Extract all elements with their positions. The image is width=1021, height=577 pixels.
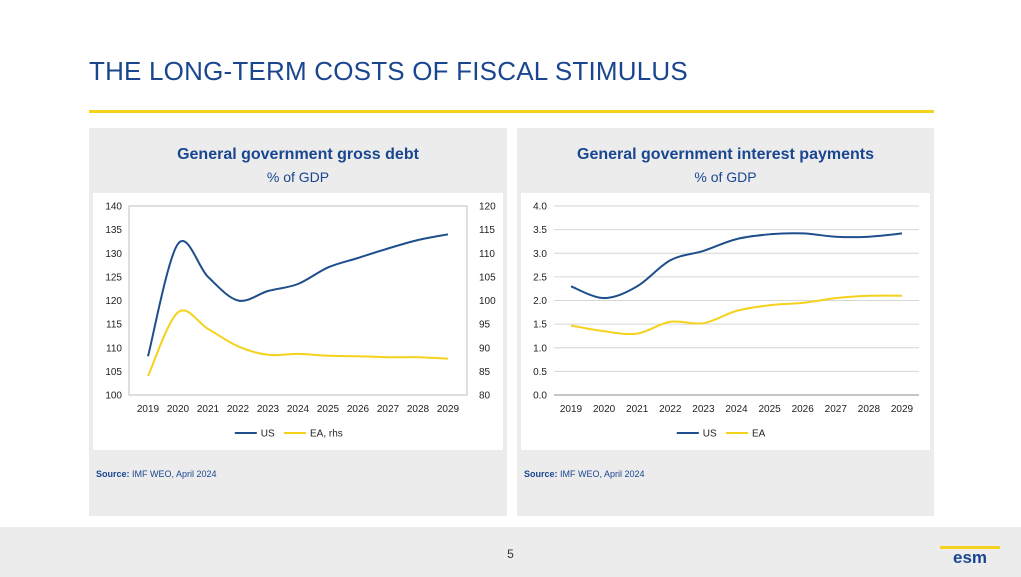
- x-tick-label: 2028: [858, 404, 881, 415]
- x-tick-label: 2021: [626, 404, 649, 415]
- plot-frame: [128, 205, 468, 396]
- interest-chart: 0.0 0.5 1.0 1.5 2.0 2.5 3.0 3.5 4.0 2019 2020 2021 2…: [533, 202, 919, 440]
- y-tick-label: 2.5: [533, 272, 547, 283]
- source-label: Source:: [524, 469, 558, 479]
- series-line-ea-rhs: [147, 309, 449, 377]
- legend-label-1: US: [703, 429, 717, 440]
- y-right-tick-label: 100: [479, 296, 496, 307]
- x-tick-label: 2023: [692, 404, 715, 415]
- y-tick-label: 3.0: [533, 249, 547, 260]
- y-left-tick-label: 125: [105, 272, 122, 283]
- interest-chart-area: 0.0 0.5 1.0 1.5 2.0 2.5 3.0 3.5 4.0 2019 2020 2021 2…: [521, 193, 930, 450]
- y-right-tick-label: 95: [479, 320, 491, 331]
- y-left-tick-label: 115: [106, 320, 122, 331]
- interest-chart-source: Source: IMF WEO, April 2024: [524, 469, 645, 479]
- source-text: IMF WEO, April 2024: [560, 469, 645, 479]
- debt-chart-panel: General government gross debt % of GDP 1…: [89, 128, 507, 516]
- y-left-tick-label: 120: [105, 296, 122, 307]
- interest-chart-subtitle: % of GDP: [694, 169, 757, 185]
- debt-chart: 100 105 110 115 120 125 130 135 140 80 85 90 95 100 10…: [105, 202, 496, 440]
- x-tick-label: 2021: [197, 404, 220, 415]
- y-right-tick-label: 120: [479, 202, 496, 213]
- y-right-tick-label: 80: [479, 391, 491, 402]
- x-tick-label: 2022: [659, 404, 682, 415]
- footer-bar: 5 esm: [0, 527, 1021, 577]
- y-tick-label: 0.0: [533, 391, 547, 402]
- y-right-tick-label: 105: [479, 272, 496, 283]
- page-number: 5: [507, 547, 514, 561]
- y-tick-label: 3.5: [533, 225, 547, 236]
- x-tick-label: 2019: [560, 404, 583, 415]
- page-title: THE LONG-TERM COSTS OF FISCAL STIMULUS: [89, 56, 688, 86]
- series-line-ea: [570, 294, 903, 336]
- legend-label-2: EA, rhs: [310, 429, 343, 440]
- esm-logo: esm: [940, 546, 1000, 565]
- y-right-tick-label: 115: [479, 225, 495, 236]
- source-label: Source:: [96, 469, 130, 479]
- x-tick-label: 2025: [317, 404, 340, 415]
- y-left-tick-label: 140: [105, 202, 122, 213]
- y-right-tick-label: 85: [479, 367, 491, 378]
- y-left-tick-label: 135: [105, 225, 122, 236]
- x-tick-label: 2024: [287, 404, 310, 415]
- y-tick-label: 0.5: [533, 367, 547, 378]
- interest-chart-title: General government interest payments: [577, 146, 874, 163]
- x-tick-label: 2022: [227, 404, 250, 415]
- series-line-us: [570, 232, 903, 300]
- interest-chart-panel: General government interest payments % o…: [517, 128, 934, 516]
- source-text: IMF WEO, April 2024: [132, 469, 217, 479]
- x-tick-label: 2029: [891, 404, 914, 415]
- x-tick-label: 2020: [593, 404, 616, 415]
- y-right-tick-label: 110: [479, 249, 495, 260]
- series-line-us: [147, 233, 449, 357]
- debt-chart-source: Source: IMF WEO, April 2024: [96, 469, 217, 479]
- debt-chart-subtitle: % of GDP: [266, 169, 330, 185]
- debt-chart-area: 100 105 110 115 120 125 130 135 140 80 85 90 95 100 10…: [93, 193, 503, 450]
- svg-text:esm: esm: [953, 548, 987, 565]
- y-left-tick-label: 105: [105, 367, 122, 378]
- y-tick-label: 1.5: [533, 320, 547, 331]
- x-tick-label: 2028: [407, 404, 430, 415]
- x-tick-label: 2027: [377, 404, 400, 415]
- y-left-tick-label: 100: [105, 391, 122, 402]
- title-underline: [89, 110, 934, 113]
- x-tick-label: 2026: [792, 404, 815, 415]
- x-tick-label: 2023: [257, 404, 280, 415]
- debt-chart-title: General government gross debt: [177, 146, 419, 163]
- x-tick-label: 2024: [725, 404, 748, 415]
- x-tick-label: 2025: [758, 404, 781, 415]
- y-tick-label: 4.0: [533, 202, 547, 213]
- x-tick-label: 2019: [137, 404, 160, 415]
- x-tick-label: 2027: [825, 404, 848, 415]
- legend-label-1: US: [261, 429, 275, 440]
- y-tick-label: 1.0: [533, 343, 547, 354]
- y-tick-label: 2.0: [533, 296, 547, 307]
- y-left-tick-label: 110: [106, 343, 122, 354]
- x-tick-label: 2020: [167, 404, 190, 415]
- y-right-tick-label: 90: [479, 343, 491, 354]
- legend-label-2: EA: [752, 429, 766, 440]
- y-left-tick-label: 130: [105, 249, 122, 260]
- x-tick-label: 2029: [437, 404, 460, 415]
- x-tick-label: 2026: [347, 404, 370, 415]
